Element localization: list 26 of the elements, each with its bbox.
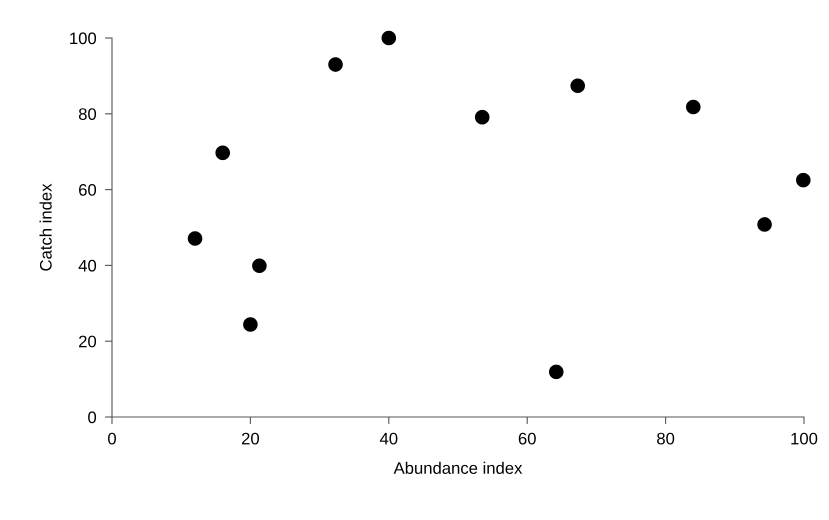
point xyxy=(570,78,585,94)
point xyxy=(796,172,811,188)
x-tick-label: 20 xyxy=(242,432,260,445)
x-tick-label: 80 xyxy=(657,432,674,445)
point xyxy=(382,30,396,46)
point xyxy=(188,231,202,246)
point xyxy=(686,100,701,114)
y-tick-label: 0 xyxy=(88,411,96,424)
y-tick-label: 20 xyxy=(79,336,96,348)
point xyxy=(252,258,267,274)
y-tick-label: 40 xyxy=(78,260,96,272)
point xyxy=(474,110,490,124)
x-tick-label: 100 xyxy=(791,432,818,445)
point xyxy=(548,364,564,380)
point xyxy=(328,57,343,72)
y-tick-label: 100 xyxy=(70,32,96,44)
point xyxy=(757,217,772,232)
point xyxy=(215,146,230,160)
y-tick-label: 80 xyxy=(78,108,96,120)
point xyxy=(243,317,258,332)
x-axis-title: Abundance index xyxy=(394,462,522,474)
x-tick-label: 40 xyxy=(380,432,398,445)
y-tick-label: 60 xyxy=(79,184,96,196)
x-tick-label: 0 xyxy=(108,432,116,445)
x-tick-label: 60 xyxy=(518,432,536,445)
y-axis-title: Catch index xyxy=(39,184,52,271)
